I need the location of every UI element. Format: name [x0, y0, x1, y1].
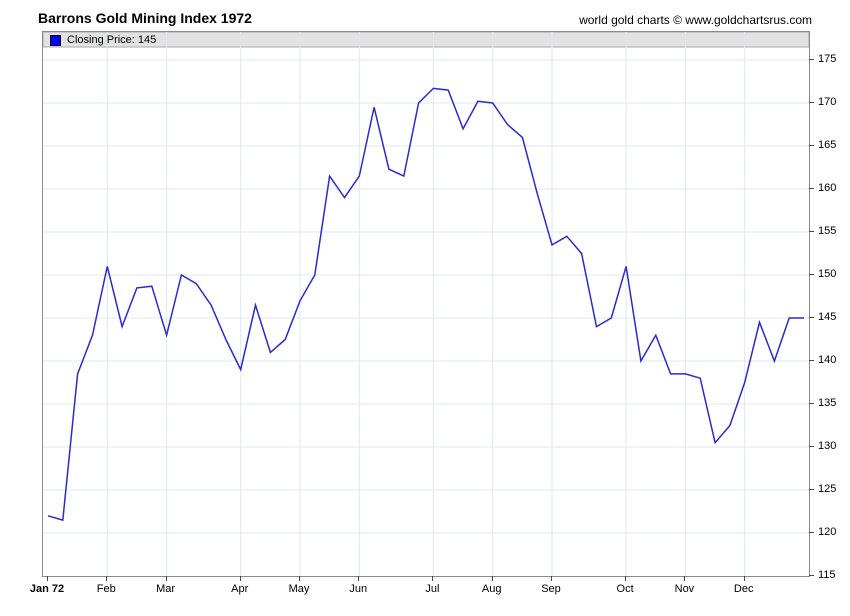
y-tick-mark: [809, 145, 814, 146]
x-tick-mark: [491, 576, 493, 581]
y-tick-mark: [809, 231, 814, 232]
y-tick-label: 160: [818, 182, 837, 194]
y-tick-label: 170: [818, 96, 837, 108]
y-tick-label: 130: [818, 440, 837, 452]
x-tick-label: Aug: [481, 583, 502, 595]
x-tick-label: Jan 72: [29, 583, 65, 595]
y-tick-label: 140: [818, 354, 837, 366]
y-tick-mark: [809, 188, 814, 189]
x-tick-mark: [165, 576, 167, 581]
legend-label: Closing Price: 145: [67, 34, 157, 46]
x-tick-mark: [743, 576, 745, 581]
y-tick-mark: [809, 360, 814, 361]
x-tick-mark: [239, 576, 241, 581]
page-title: Barrons Gold Mining Index 1972: [38, 10, 252, 26]
x-tick-mark: [625, 576, 627, 581]
x-tick-mark: [358, 576, 360, 581]
x-tick-label: Mar: [156, 583, 176, 595]
y-tick-mark: [809, 102, 814, 103]
x-tick-label: Sep: [541, 583, 561, 595]
y-tick-mark: [809, 575, 814, 576]
y-tick-label: 135: [818, 397, 837, 409]
price-line: [47, 87, 804, 522]
x-tick-label: Dec: [733, 583, 754, 595]
x-tick-mark: [551, 576, 552, 581]
x-tick-label: Jun: [349, 583, 368, 595]
x-tick-mark: [684, 576, 686, 581]
y-tick-label: 150: [818, 268, 837, 280]
y-tick-mark: [809, 317, 814, 318]
x-tick-label: Jul: [425, 583, 440, 595]
y-tick-label: 165: [818, 139, 837, 151]
y-tick-label: 115: [818, 569, 836, 581]
x-tick-label: Apr: [231, 583, 249, 595]
x-tick-label: Feb: [96, 583, 116, 595]
x-tick-label: May: [288, 583, 310, 595]
y-tick-mark: [809, 489, 814, 490]
y-tick-label: 125: [818, 483, 837, 495]
x-tick-label: Oct: [616, 583, 634, 595]
x-tick-mark: [299, 576, 300, 581]
y-tick-label: 120: [818, 526, 837, 538]
y-tick-mark: [809, 403, 814, 404]
legend-swatch-icon: [50, 35, 61, 46]
chart-svg: [43, 32, 809, 576]
x-tick-mark: [106, 576, 108, 581]
legend-strip: Closing Price: 145: [43, 32, 809, 47]
legend-strip-bg: [43, 32, 809, 48]
x-tick-label: Nov: [674, 583, 695, 595]
chart-plot-area: Closing Price: 145: [42, 31, 810, 577]
y-tick-mark: [809, 532, 814, 533]
watermark-text: world gold charts © www.goldchartsrus.co…: [579, 13, 812, 27]
y-tick-mark: [809, 446, 814, 447]
x-tick-mark: [432, 576, 434, 581]
y-tick-mark: [809, 274, 814, 275]
y-tick-label: 145: [818, 311, 837, 323]
x-tick-mark: [47, 576, 48, 581]
y-tick-mark: [809, 59, 814, 60]
y-tick-label: 155: [818, 225, 837, 237]
y-tick-label: 175: [818, 53, 837, 65]
